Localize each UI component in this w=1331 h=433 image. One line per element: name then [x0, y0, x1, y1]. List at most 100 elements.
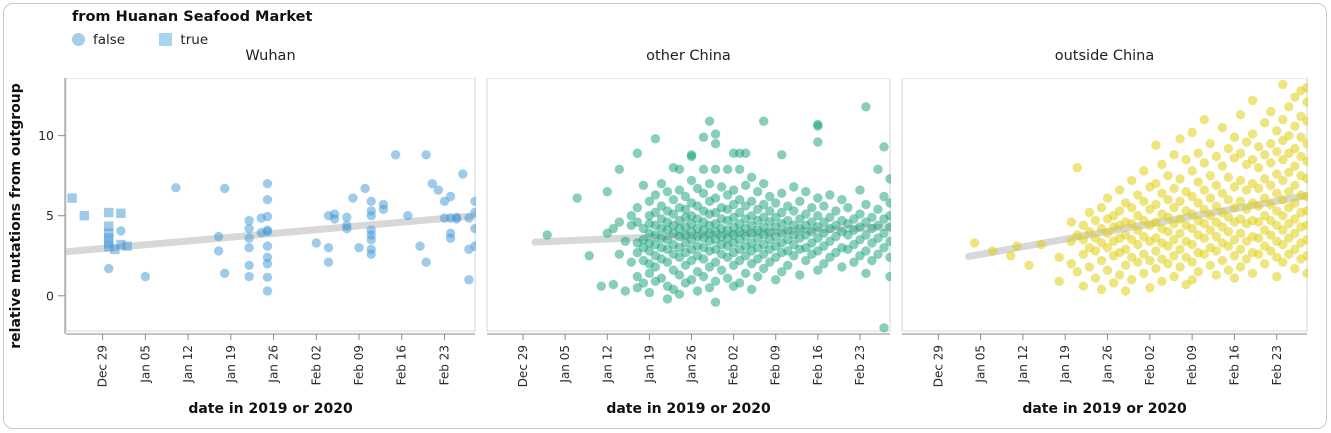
data-point-circle[interactable] [1169, 183, 1179, 194]
data-point-circle[interactable] [1133, 257, 1143, 267]
data-point-circle[interactable] [777, 188, 787, 198]
data-point-square[interactable] [122, 241, 132, 251]
data-point-circle[interactable] [1253, 183, 1264, 194]
data-point-circle[interactable] [342, 212, 352, 223]
data-point-circle[interactable] [1090, 215, 1101, 226]
data-point-circle[interactable] [1151, 199, 1161, 210]
data-point-circle[interactable] [451, 212, 462, 223]
data-point-circle[interactable] [879, 142, 889, 152]
data-point-circle[interactable] [1120, 260, 1131, 271]
data-point-circle[interactable] [1229, 182, 1240, 192]
data-point-circle[interactable] [602, 186, 612, 197]
data-point-circle[interactable] [1139, 166, 1149, 176]
data-point-circle[interactable] [1296, 132, 1306, 142]
data-point-circle[interactable] [686, 175, 697, 186]
data-point-circle[interactable] [1072, 162, 1082, 173]
data-point-circle[interactable] [470, 223, 477, 234]
data-point-square[interactable] [116, 208, 126, 219]
data-point-circle[interactable] [1139, 249, 1149, 259]
legend-item-false[interactable]: false [72, 32, 125, 48]
data-point-circle[interactable] [885, 236, 892, 247]
legend-item-true[interactable]: true [159, 32, 208, 48]
data-point-circle[interactable] [1211, 201, 1222, 211]
data-point-circle[interactable] [1187, 127, 1197, 138]
data-point-circle[interactable] [1266, 106, 1276, 117]
data-point-circle[interactable] [819, 201, 829, 211]
data-point-circle[interactable] [1127, 275, 1137, 285]
data-point-circle[interactable] [746, 284, 757, 295]
data-point-circle[interactable] [680, 191, 691, 202]
data-point-circle[interactable] [752, 271, 763, 282]
data-point-circle[interactable] [390, 150, 401, 160]
data-point-circle[interactable] [1241, 137, 1252, 147]
data-point-circle[interactable] [244, 271, 254, 282]
data-point-circle[interactable] [1163, 212, 1173, 223]
data-point-circle[interactable] [1175, 214, 1185, 224]
data-point-circle[interactable] [704, 178, 715, 189]
data-point-circle[interactable] [710, 276, 721, 287]
data-point-circle[interactable] [1302, 82, 1309, 93]
data-point-circle[interactable] [1266, 138, 1276, 149]
data-point-circle[interactable] [1278, 211, 1288, 221]
data-point-circle[interactable] [1211, 270, 1222, 280]
data-point-circle[interactable] [1133, 190, 1143, 200]
data-point-circle[interactable] [1151, 217, 1161, 227]
data-point-circle[interactable] [813, 265, 823, 275]
data-point-circle[interactable] [1235, 244, 1246, 255]
data-point-circle[interactable] [1302, 220, 1309, 231]
data-point-circle[interactable] [801, 186, 811, 197]
data-point-circle[interactable] [1181, 154, 1191, 165]
data-point-circle[interactable] [614, 164, 625, 174]
data-point-circle[interactable] [256, 227, 267, 238]
data-point-circle[interactable] [1217, 161, 1228, 171]
data-point-circle[interactable] [1145, 255, 1155, 266]
data-point-circle[interactable] [1006, 251, 1016, 261]
data-point-circle[interactable] [1235, 262, 1246, 272]
data-point-circle[interactable] [698, 271, 709, 282]
data-point-circle[interactable] [262, 194, 273, 205]
data-point-circle[interactable] [1278, 154, 1288, 165]
data-point-circle[interactable] [662, 186, 673, 197]
data-point-circle[interactable] [656, 273, 667, 283]
data-point-circle[interactable] [825, 190, 835, 200]
data-point-circle[interactable] [861, 230, 871, 240]
data-point-square[interactable] [67, 193, 77, 203]
data-point-circle[interactable] [1084, 262, 1095, 272]
data-point-circle[interactable] [1193, 177, 1203, 187]
data-point-circle[interactable] [716, 265, 727, 275]
data-point-square[interactable] [79, 211, 90, 221]
data-point-circle[interactable] [1253, 217, 1264, 227]
data-point-circle[interactable] [885, 198, 892, 208]
data-point-circle[interactable] [638, 278, 649, 288]
data-point-circle[interactable] [1278, 114, 1288, 125]
data-point-circle[interactable] [710, 297, 721, 307]
data-point-circle[interactable] [1223, 172, 1234, 182]
data-point-circle[interactable] [680, 204, 691, 215]
data-point-circle[interactable] [861, 102, 871, 112]
data-point-circle[interactable] [1235, 228, 1246, 239]
data-point-circle[interactable] [1290, 263, 1300, 274]
data-point-circle[interactable] [1084, 207, 1095, 218]
data-point-circle[interactable] [1302, 268, 1309, 279]
data-point-circle[interactable] [1036, 239, 1046, 250]
data-point-circle[interactable] [644, 287, 655, 298]
data-point-circle[interactable] [1163, 259, 1173, 269]
data-point-circle[interactable] [873, 164, 883, 174]
data-point-circle[interactable] [632, 203, 643, 213]
data-point-circle[interactable] [1247, 129, 1258, 139]
data-point-square[interactable] [104, 242, 114, 252]
data-point-circle[interactable] [1199, 249, 1209, 259]
data-point-circle[interactable] [329, 214, 340, 224]
data-point-circle[interactable] [1272, 188, 1282, 198]
data-point-circle[interactable] [366, 196, 376, 206]
data-point-circle[interactable] [1205, 260, 1215, 271]
data-point-circle[interactable] [366, 249, 376, 259]
data-point-circle[interactable] [1175, 228, 1185, 239]
data-point-circle[interactable] [1084, 227, 1095, 237]
data-point-circle[interactable] [1012, 241, 1022, 251]
data-point-circle[interactable] [813, 137, 823, 147]
data-point-circle[interactable] [342, 223, 352, 234]
data-point-circle[interactable] [1090, 273, 1101, 283]
data-point-circle[interactable] [104, 263, 114, 274]
data-point-circle[interactable] [1205, 170, 1215, 181]
